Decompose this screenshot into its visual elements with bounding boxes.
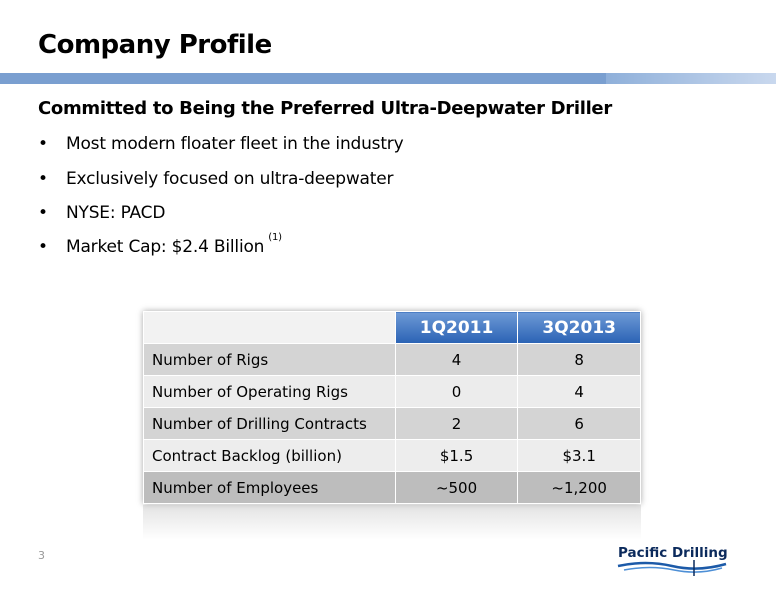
table-row: Contract Backlog (billion) $1.5 $3.1 [143, 439, 641, 472]
cell: $1.5 [394, 439, 519, 472]
page-number: 3 [38, 549, 45, 562]
bullet-text: Exclusively focused on ultra-deepwater [66, 169, 394, 189]
header-cell: 1Q2011 [394, 311, 519, 344]
row-label: Number of Drilling Contracts [143, 407, 396, 440]
cell: $3.1 [517, 439, 641, 472]
header-bar [0, 73, 776, 84]
bullet-text: Most modern floater fleet in the industr… [66, 134, 404, 154]
bullet: • Market Cap: $2.4 Billion (1) [38, 232, 282, 257]
bullet: • NYSE: PACD [38, 203, 166, 223]
cell: 8 [517, 343, 641, 376]
table-reflection [143, 505, 641, 540]
row-label: Number of Employees [143, 471, 396, 504]
cell: ~1,200 [517, 471, 641, 504]
table-row: Number of Employees ~500 ~1,200 [143, 471, 641, 504]
cell: 4 [394, 343, 519, 376]
table-header: 1Q2011 3Q2013 [143, 311, 641, 344]
row-label: Number of Rigs [143, 343, 396, 376]
subtitle: Committed to Being the Preferred Ultra-D… [38, 98, 612, 119]
bullet-text: NYSE: PACD [66, 203, 166, 223]
table: 1Q2011 3Q2013 Number of Rigs 4 8 Number of … [143, 311, 641, 504]
header-cell: 3Q2013 [517, 311, 641, 344]
header-bar-accent [606, 73, 776, 84]
bullet: • Most modern floater fleet in the indust… [38, 134, 404, 154]
cell: 4 [517, 375, 641, 408]
cell: 0 [394, 375, 519, 408]
cell: 6 [517, 407, 641, 440]
table-row: Number of Rigs 4 8 [143, 343, 641, 376]
footnote-marker: (1) [268, 232, 282, 243]
title: Company Profile [38, 30, 272, 60]
logo: Pacific Drilling [617, 545, 728, 576]
row-label: Contract Backlog (billion) [143, 439, 396, 472]
cell: 2 [394, 407, 519, 440]
table-row: Number of Operating Rigs 0 4 [143, 375, 641, 408]
bullet-text: Market Cap: $2.4 Billion [66, 237, 265, 257]
header-cell [143, 311, 396, 344]
logo-text: Pacific Drilling [618, 545, 728, 561]
row-label: Number of Operating Rigs [143, 375, 396, 408]
cell: ~500 [394, 471, 519, 504]
bullet: • Exclusively focused on ultra-deepwater [38, 169, 394, 189]
table-row: Number of Drilling Contracts 2 6 [143, 407, 641, 440]
